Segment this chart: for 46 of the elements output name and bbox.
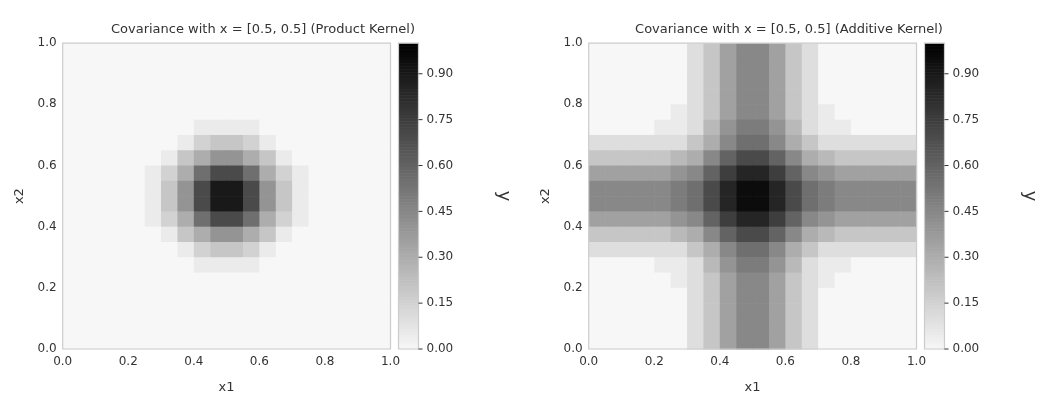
x-tick-label: 0.8 (315, 354, 335, 369)
x-tick-label: 0.6 (775, 354, 795, 369)
y-tick-label: 0.6 (37, 157, 57, 172)
color-bar-title: y (494, 190, 516, 202)
y-axis-title: x2 (537, 188, 553, 205)
color-bar-label: 0.15 (952, 295, 980, 310)
x-tick-label: 0.2 (118, 354, 138, 369)
y-tick-label: 1.0 (563, 35, 583, 50)
chart-title: Covariance with x = [0.5, 0.5] (Additive Kernel) (635, 20, 943, 36)
x-tick-label: 0.8 (841, 354, 861, 369)
y-tick-label: 1.0 (37, 35, 57, 50)
color-bar-title: y (1020, 190, 1042, 202)
y-tick-label: 0.8 (37, 96, 57, 111)
x-tick-label: 0.4 (184, 354, 204, 369)
y-tick-label: 0.2 (563, 279, 583, 294)
y-tick-label: 0.0 (563, 341, 583, 356)
x-axis-title: x1 (744, 378, 761, 394)
chart-title: Covariance with x = [0.5, 0.5] (Product Kernel) (110, 20, 416, 36)
y-tick-label: 0.6 (563, 157, 583, 172)
y-tick-label: 0.8 (563, 96, 583, 111)
x-tick-label: 0.4 (710, 354, 730, 369)
color-bar-label: 0.60 (426, 157, 454, 172)
x-tick-label: 1.0 (380, 354, 401, 369)
color-bar-label: 0.45 (952, 203, 980, 218)
x-tick-label: 1.0 (906, 354, 927, 369)
color-bar-label: 0.30 (426, 249, 454, 264)
y-axis-title: x2 (11, 188, 27, 205)
color-bar-label: 0.45 (426, 203, 454, 218)
color-bar-label: 0.75 (426, 111, 454, 126)
color-bar-label: 0.00 (952, 341, 980, 356)
x-tick-label: 0.6 (249, 354, 269, 369)
y-tick-label: 0.4 (563, 218, 583, 233)
color-bar-label: 0.90 (426, 65, 454, 80)
y-tick-label: 0.0 (37, 341, 57, 356)
color-bar-label: 0.00 (426, 341, 454, 356)
x-axis-title: x1 (218, 378, 235, 394)
color-bar-label: 0.75 (952, 111, 980, 126)
x-tick-label: 0.2 (644, 354, 664, 369)
x-tick-label: 0.0 (579, 354, 599, 369)
y-tick-label: 0.4 (37, 218, 57, 233)
y-tick-label: 0.2 (37, 279, 57, 294)
color-bar-label: 0.60 (952, 157, 980, 172)
color-bar-label: 0.15 (426, 295, 454, 310)
color-bar-label: 0.90 (952, 65, 980, 80)
color-bar-label: 0.30 (952, 249, 980, 264)
x-tick-label: 0.0 (53, 354, 73, 369)
